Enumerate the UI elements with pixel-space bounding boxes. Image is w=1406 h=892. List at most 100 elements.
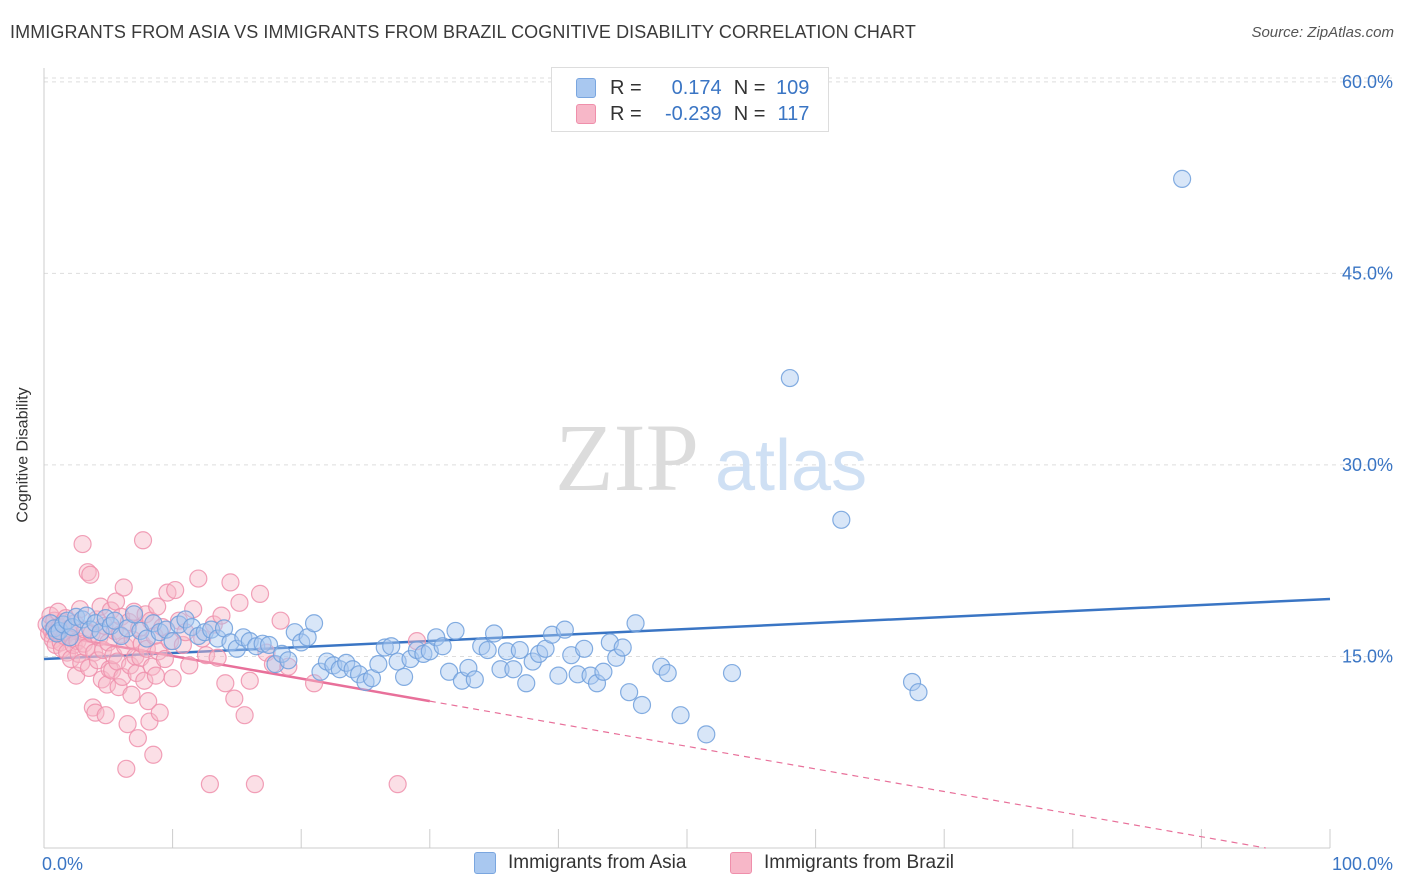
- brazil-point: [146, 666, 165, 685]
- asia-point: [780, 368, 799, 388]
- brazil-point: [140, 712, 159, 731]
- brazil-point: [73, 534, 92, 554]
- trend-brazil: [43, 632, 1266, 849]
- asia-point: [549, 666, 568, 685]
- asia-point: [632, 695, 652, 715]
- y-axis-label: Cognitive Disability: [14, 387, 32, 523]
- asia-point: [91, 623, 110, 642]
- brazil-point: [155, 649, 174, 669]
- brazil-point: [128, 729, 147, 748]
- asia-point: [832, 510, 851, 529]
- asia-point: [491, 660, 510, 679]
- asia-point: [575, 639, 594, 658]
- trend-line-brazil: [43, 632, 431, 703]
- asia-point: [1173, 169, 1192, 188]
- brazil-point: [225, 689, 244, 708]
- asia-point: [722, 663, 742, 683]
- asia-point: [465, 670, 484, 689]
- asia-point: [510, 640, 529, 660]
- legend-n-label: N =: [733, 76, 766, 99]
- brazil-point: [118, 715, 137, 734]
- brazil-point: [92, 670, 111, 689]
- asia-point: [485, 624, 504, 643]
- legend-n-value-asia: 109: [776, 76, 810, 99]
- brazil-point: [97, 675, 117, 694]
- brazil-point: [240, 671, 259, 690]
- brazil-point: [216, 674, 235, 693]
- brazil-point: [114, 578, 133, 597]
- y-tick-label: 60.0%: [1342, 72, 1393, 92]
- bottom-legend-asia: Immigrants from Asia: [474, 852, 686, 874]
- series-asia-points: [41, 169, 1192, 744]
- brazil-point: [96, 706, 115, 725]
- asia-point: [626, 614, 645, 633]
- correlation-legend: R = 0.174 N = 109 R = -0.239 N = 117: [551, 67, 829, 132]
- brazil-point: [184, 600, 203, 619]
- asia-point: [439, 662, 459, 681]
- asia-point: [697, 725, 716, 744]
- asia-point: [909, 683, 928, 702]
- brazil-point: [144, 745, 163, 764]
- brazil-point: [221, 573, 240, 592]
- asia-point: [613, 638, 632, 657]
- brazil-point: [117, 759, 136, 778]
- brazil-point: [230, 593, 249, 612]
- legend-r-value-brazil: -0.239: [664, 102, 722, 125]
- asia-point: [459, 658, 478, 678]
- brazil-point: [271, 611, 290, 630]
- asia-point: [587, 674, 607, 693]
- bottom-legend-label-asia: Immigrants from Asia: [508, 852, 687, 873]
- watermark-atlas: atlas: [715, 426, 867, 506]
- x-tick-label-min: 0.0%: [42, 854, 83, 874]
- asia-point: [63, 617, 82, 637]
- asia-point: [594, 662, 613, 681]
- asia-point: [433, 637, 452, 656]
- brazil-point: [78, 563, 97, 582]
- legend-row-brazil: R = -0.239 N = 117: [576, 102, 809, 126]
- brazil-point: [150, 703, 169, 722]
- asia-point: [671, 706, 690, 725]
- tick-labels: 15.0% 30.0% 45.0% 60.0% 0.0% 100.0%: [42, 72, 1393, 874]
- asia-point: [517, 674, 536, 693]
- brazil-point: [208, 648, 227, 667]
- brazil-point: [122, 685, 141, 704]
- brazil-point: [196, 646, 216, 665]
- legend-r-value-asia: 0.174: [671, 76, 722, 99]
- asia-point: [279, 651, 298, 670]
- brazil-point: [133, 531, 153, 550]
- bottom-legend-brazil: Immigrants from Brazil: [730, 852, 954, 874]
- bottom-legend-swatch-brazil: [730, 852, 752, 874]
- asia-point: [375, 638, 394, 657]
- asia-point: [446, 621, 465, 641]
- asia-point: [607, 648, 626, 667]
- brazil-point: [81, 565, 100, 584]
- asia-point: [202, 620, 221, 639]
- y-tick-label: 30.0%: [1342, 455, 1393, 475]
- brazil-point: [388, 775, 407, 794]
- brazil-point: [200, 775, 219, 794]
- brazil-point: [180, 656, 199, 675]
- brazil-point: [250, 584, 270, 603]
- brazil-point: [139, 692, 158, 711]
- legend-n-label: N =: [733, 102, 766, 125]
- legend-r-label: R =: [610, 102, 642, 125]
- asia-point: [902, 672, 922, 692]
- brazil-point: [163, 669, 182, 688]
- brazil-point: [189, 569, 208, 588]
- watermark: ZIP atlas: [555, 404, 867, 511]
- asia-point: [555, 620, 574, 639]
- axes: [43, 68, 1331, 849]
- asia-point: [568, 665, 587, 684]
- bottom-legend-swatch-asia: [474, 852, 496, 874]
- asia-point: [427, 628, 446, 647]
- brazil-point: [304, 674, 324, 693]
- legend-swatch-asia: [576, 78, 596, 98]
- brazil-point: [166, 580, 185, 600]
- legend-swatch-brazil: [576, 104, 596, 124]
- asia-point: [259, 635, 279, 655]
- source-label: Source: ZipAtlas.com: [1251, 24, 1394, 41]
- grid-lines: [44, 77, 1392, 657]
- brazil-point: [127, 663, 146, 683]
- x-tick-label-max: 100.0%: [1332, 854, 1393, 874]
- asia-point: [504, 660, 523, 679]
